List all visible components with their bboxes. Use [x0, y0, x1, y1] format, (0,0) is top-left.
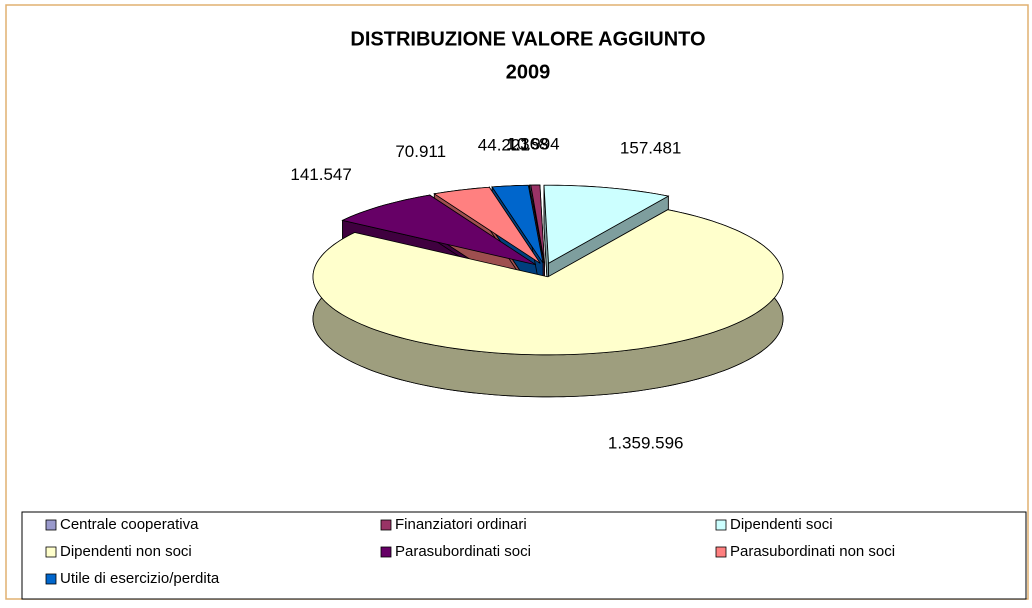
- legend-swatch: [45, 519, 57, 531]
- slice: [530, 184, 545, 264]
- legend-swatch: [380, 546, 392, 558]
- data-label: 10.994: [508, 135, 560, 154]
- legend-swatch: [715, 546, 727, 558]
- chart-title: DISTRIBUZIONE VALORE AGGIUNTO: [350, 28, 705, 50]
- legend-swatch: [45, 573, 57, 585]
- legend-label: Dipendenti soci: [730, 516, 833, 533]
- slice: [312, 209, 784, 356]
- legend-swatch: [380, 519, 392, 531]
- slice: [491, 184, 544, 264]
- legend-label: Utile di esercizio/perdita: [60, 570, 220, 587]
- legend-label: Centrale cooperativa: [60, 516, 199, 533]
- legend-swatch: [715, 519, 727, 531]
- data-label: 157.481: [620, 139, 681, 158]
- data-label: 1.359.596: [608, 434, 684, 453]
- slice: [433, 186, 541, 264]
- legend-label: Finanziatori ordinari: [395, 516, 527, 533]
- pie-tops: [312, 184, 784, 356]
- data-label: 1.368: [506, 135, 549, 154]
- legend-box: [21, 511, 1027, 600]
- legend-swatch: [45, 546, 57, 558]
- chart-subtitle: 2009: [506, 61, 551, 83]
- slice: [543, 184, 670, 264]
- slice: [341, 194, 537, 266]
- legend-label: Dipendenti non soci: [60, 543, 192, 560]
- data-label: 141.547: [290, 165, 351, 184]
- legend-label: Parasubordinati soci: [395, 543, 531, 560]
- legend-label: Parasubordinati non soci: [730, 543, 895, 560]
- data-label: 44.221: [478, 136, 530, 155]
- data-label: 70.911: [395, 142, 446, 161]
